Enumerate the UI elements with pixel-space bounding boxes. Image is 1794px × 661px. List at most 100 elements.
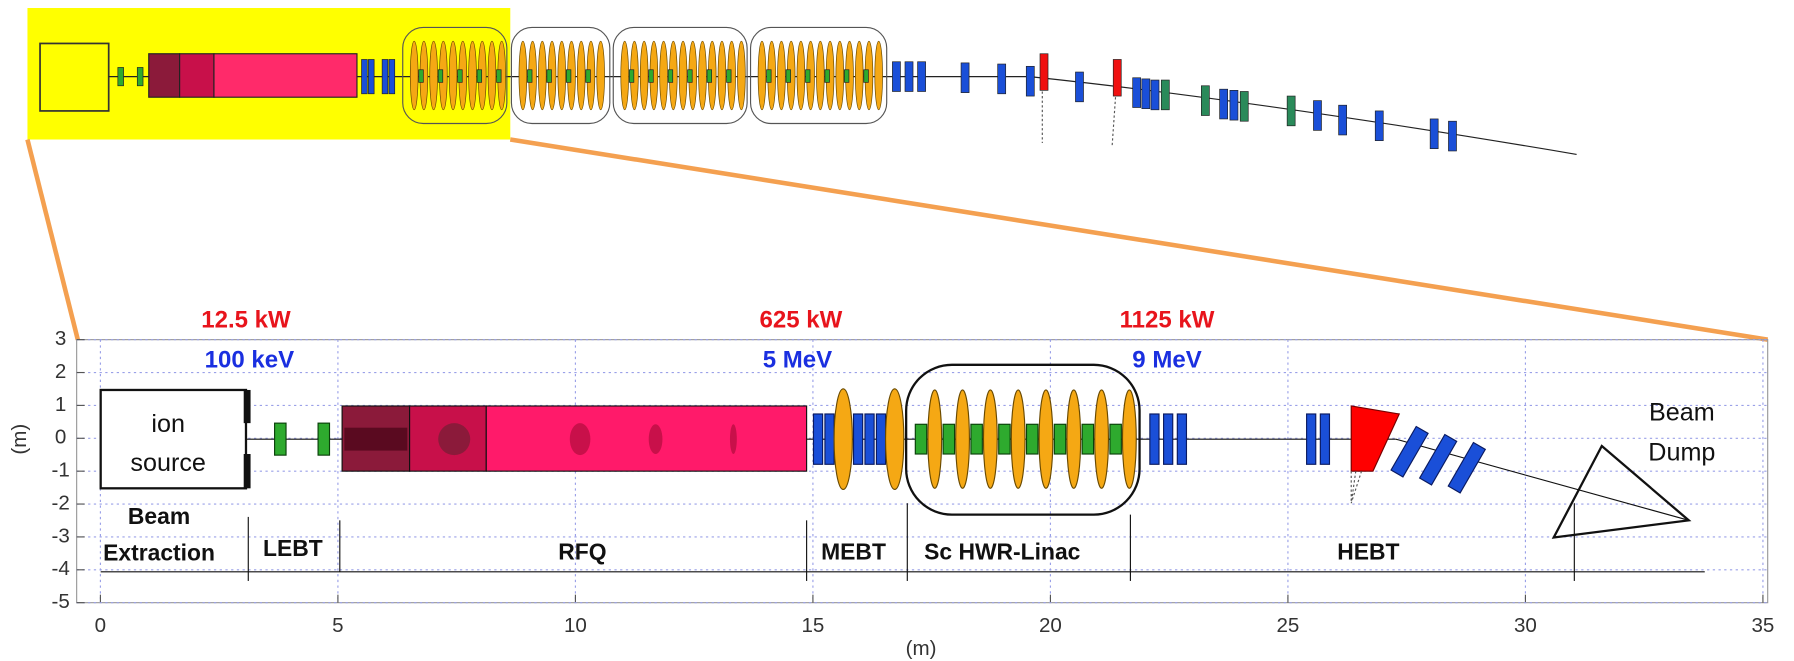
beamline [1029, 76, 1577, 155]
element [1429, 118, 1439, 150]
section-label: MEBT [821, 539, 886, 565]
element [585, 69, 591, 83]
cryomodule [402, 26, 508, 125]
x-tick-label: 5 [332, 614, 343, 637]
power-label: 12.5 kW [201, 307, 291, 334]
ion-source [99, 388, 248, 490]
cavity [557, 40, 567, 111]
element [1075, 71, 1084, 103]
cavity [576, 40, 586, 111]
cavity [1094, 389, 1110, 489]
cavity [596, 40, 605, 111]
x-tick-label: 35 [1751, 614, 1774, 637]
rfq [148, 53, 181, 98]
element [418, 69, 424, 83]
quadrupole [1306, 413, 1317, 465]
cavity [468, 40, 477, 111]
cavity [717, 40, 727, 111]
cavity [757, 40, 767, 111]
solenoid [998, 423, 1011, 455]
cavity [678, 40, 688, 111]
x-tick-label: 20 [1039, 614, 1062, 637]
cryomodule [905, 363, 1141, 516]
element [960, 62, 970, 93]
cavity [518, 40, 528, 111]
y-tick-label: -5 [51, 590, 69, 613]
solenoid [942, 423, 956, 455]
overview [25, 8, 1769, 342]
section-label: HEBT [1337, 539, 1399, 565]
solenoid [1109, 423, 1122, 455]
cavity [487, 40, 497, 111]
y-tick-label: 1 [55, 393, 66, 416]
rfq-vane [438, 423, 471, 456]
element [361, 59, 368, 95]
cavity [659, 40, 668, 111]
section-label: Extraction [103, 540, 215, 566]
y-tick-label: 2 [55, 360, 66, 383]
element [917, 61, 926, 92]
quadrupole [875, 413, 887, 465]
element [892, 61, 901, 92]
cavity [874, 40, 883, 111]
power-label: 625 kW [760, 307, 843, 334]
cavity [1121, 389, 1137, 489]
quadrupole [1163, 413, 1174, 465]
element [1200, 85, 1210, 116]
y-tick-label: -3 [51, 524, 69, 547]
element [546, 69, 552, 83]
element [667, 69, 674, 83]
quadrupole [1390, 425, 1429, 478]
element [388, 59, 396, 95]
cavity [620, 40, 629, 111]
quadrupole [852, 413, 864, 465]
element [437, 69, 444, 83]
component-label: Dump [1648, 439, 1715, 467]
energy-label: 9 MeV [1132, 347, 1201, 374]
x-tick-label: 15 [801, 614, 824, 637]
element [766, 69, 772, 83]
cavity [1010, 389, 1026, 489]
y-tick-label: 0 [55, 426, 66, 449]
zoom-line [509, 137, 1769, 342]
y-tick-label: -1 [51, 459, 69, 482]
solenoid [970, 423, 983, 455]
element [706, 69, 712, 83]
cavity [927, 389, 943, 489]
element [1239, 91, 1249, 122]
cavity [884, 388, 905, 491]
section-label: Sc HWR-Linac [924, 539, 1081, 565]
extraction [243, 454, 251, 489]
y-tick-label: 3 [55, 327, 66, 350]
element [1132, 77, 1142, 108]
element [1025, 65, 1035, 97]
element [381, 59, 389, 95]
rfq-vane [569, 423, 591, 456]
cavity [955, 389, 970, 489]
cavity [816, 40, 825, 111]
element [527, 69, 533, 83]
element [1112, 59, 1122, 97]
cavity [777, 40, 786, 111]
dipole [1350, 405, 1401, 472]
element [805, 69, 811, 83]
element [368, 59, 375, 95]
x-tick-label: 10 [564, 614, 587, 637]
quadrupole [1418, 433, 1458, 486]
element [863, 69, 869, 83]
section-label: LEBT [263, 535, 323, 561]
element [1313, 100, 1322, 131]
section-label: RFQ [558, 539, 606, 565]
element [1338, 104, 1347, 136]
cavity [409, 40, 419, 111]
component-label: Beam [1649, 399, 1715, 427]
labels: ion source Beam Dump Beam Extraction LEB… [8, 307, 1715, 660]
beam-dump [1551, 444, 1692, 539]
power-label: 1125 kW [1120, 307, 1215, 334]
quadrupole [812, 413, 824, 465]
cryomodule [510, 26, 611, 125]
solenoid [1081, 423, 1095, 455]
energy-label: 100 keV [205, 347, 295, 374]
solenoid [1053, 423, 1067, 455]
